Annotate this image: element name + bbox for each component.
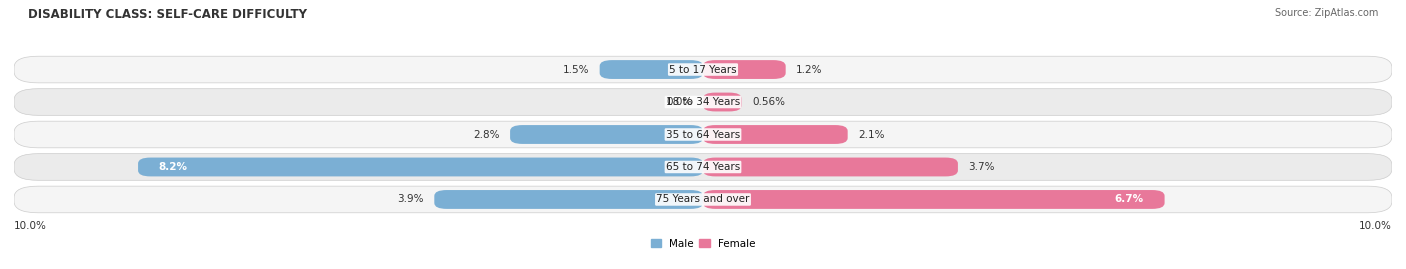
FancyBboxPatch shape <box>14 89 1392 115</box>
FancyBboxPatch shape <box>14 121 1392 148</box>
Text: DISABILITY CLASS: SELF-CARE DIFFICULTY: DISABILITY CLASS: SELF-CARE DIFFICULTY <box>28 8 307 21</box>
Text: 2.1%: 2.1% <box>858 129 884 140</box>
FancyBboxPatch shape <box>703 60 786 79</box>
Text: 8.2%: 8.2% <box>159 162 188 172</box>
Text: Source: ZipAtlas.com: Source: ZipAtlas.com <box>1274 8 1378 18</box>
FancyBboxPatch shape <box>703 125 848 144</box>
FancyBboxPatch shape <box>599 60 703 79</box>
FancyBboxPatch shape <box>14 186 1392 213</box>
Text: 35 to 64 Years: 35 to 64 Years <box>666 129 740 140</box>
Text: 5 to 17 Years: 5 to 17 Years <box>669 65 737 75</box>
FancyBboxPatch shape <box>703 158 957 176</box>
FancyBboxPatch shape <box>434 190 703 209</box>
Text: 18 to 34 Years: 18 to 34 Years <box>666 97 740 107</box>
FancyBboxPatch shape <box>138 158 703 176</box>
Legend: Male, Female: Male, Female <box>647 235 759 253</box>
Text: 10.0%: 10.0% <box>1360 221 1392 231</box>
FancyBboxPatch shape <box>14 154 1392 180</box>
Text: 0.0%: 0.0% <box>666 97 693 107</box>
FancyBboxPatch shape <box>703 190 1164 209</box>
Text: 3.9%: 3.9% <box>398 194 425 204</box>
Text: 0.56%: 0.56% <box>752 97 785 107</box>
Text: 65 to 74 Years: 65 to 74 Years <box>666 162 740 172</box>
Text: 1.5%: 1.5% <box>562 65 589 75</box>
Text: 75 Years and over: 75 Years and over <box>657 194 749 204</box>
Text: 1.2%: 1.2% <box>796 65 823 75</box>
Text: 6.7%: 6.7% <box>1115 194 1144 204</box>
FancyBboxPatch shape <box>14 56 1392 83</box>
Text: 3.7%: 3.7% <box>969 162 994 172</box>
FancyBboxPatch shape <box>510 125 703 144</box>
Text: 10.0%: 10.0% <box>14 221 46 231</box>
Text: 2.8%: 2.8% <box>474 129 499 140</box>
FancyBboxPatch shape <box>703 93 741 111</box>
